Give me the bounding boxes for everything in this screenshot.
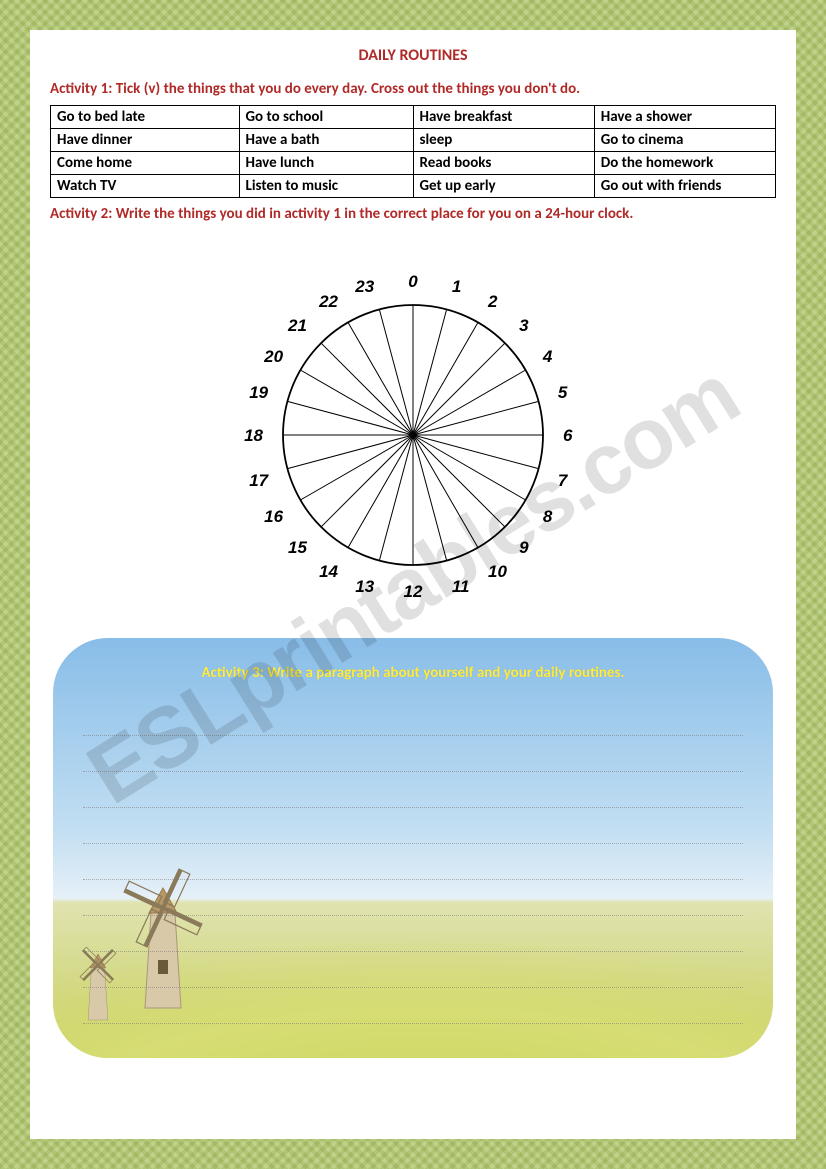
activity2-label: Activity 2: Write the things you did in …	[50, 204, 776, 224]
table-row: Watch TVListen to musicGet up earlyGo ou…	[51, 175, 776, 198]
routine-cell[interactable]: Have lunch	[239, 152, 413, 175]
clock-hour-label: 1	[452, 277, 461, 296]
writing-line[interactable]	[83, 736, 743, 772]
clock-hour-label: 20	[263, 347, 283, 366]
clock-hour-label: 19	[249, 383, 268, 402]
writing-line[interactable]	[83, 880, 743, 916]
clock-hour-label: 22	[318, 292, 338, 311]
routine-cell[interactable]: sleep	[413, 129, 594, 152]
clock-hour-label: 17	[249, 470, 269, 489]
routine-cell[interactable]: Have a bath	[239, 129, 413, 152]
clock-hour-label: 8	[543, 507, 553, 526]
routine-cell[interactable]: Have dinner	[51, 129, 240, 152]
routines-table: Go to bed lateGo to schoolHave breakfast…	[50, 105, 776, 198]
writing-line[interactable]	[83, 772, 743, 808]
writing-line[interactable]	[83, 988, 743, 1024]
clock-hour-label: 11	[452, 576, 470, 595]
writing-line[interactable]	[83, 700, 743, 736]
routine-cell[interactable]: Watch TV	[51, 175, 240, 198]
routine-cell[interactable]: Have a shower	[594, 106, 775, 129]
clock-24h: 01234567891011121314151617181920212223	[233, 253, 593, 613]
clock-hour-label: 10	[488, 561, 507, 580]
routine-cell[interactable]: Get up early	[413, 175, 594, 198]
writing-line[interactable]	[83, 808, 743, 844]
activity3-box: Activity 3: Write a paragraph about your…	[53, 638, 773, 1058]
routine-cell[interactable]: Read books	[413, 152, 594, 175]
routine-cell[interactable]: Listen to music	[239, 175, 413, 198]
clock-hour-label: 7	[558, 470, 569, 489]
clock-hour-label: 14	[319, 561, 338, 580]
page-title: DAILY ROUTINES	[50, 46, 776, 65]
clock-hour-label: 3	[519, 315, 529, 334]
table-row: Go to bed lateGo to schoolHave breakfast…	[51, 106, 776, 129]
writing-line[interactable]	[83, 916, 743, 952]
table-row: Come homeHave lunchRead booksDo the home…	[51, 152, 776, 175]
clock-hour-label: 0	[408, 272, 418, 291]
activity1-label: Activity 1: Tick (v) the things that you…	[50, 79, 776, 99]
routine-cell[interactable]: Go out with friends	[594, 175, 775, 198]
clock-hour-label: 12	[404, 582, 423, 601]
worksheet-page: DAILY ROUTINES Activity 1: Tick (v) the …	[30, 30, 796, 1139]
routine-cell[interactable]: Go to school	[239, 106, 413, 129]
writing-lines	[83, 700, 743, 1024]
clock-hour-label: 4	[542, 347, 553, 366]
clock-hour-label: 13	[355, 576, 374, 595]
routine-cell[interactable]: Do the homework	[594, 152, 775, 175]
clock-hour-label: 23	[354, 277, 374, 296]
clock-hour-label: 18	[244, 426, 263, 445]
clock-hour-label: 6	[563, 426, 573, 445]
writing-line[interactable]	[83, 844, 743, 880]
routine-cell[interactable]: Go to cinema	[594, 129, 775, 152]
routine-cell[interactable]: Go to bed late	[51, 106, 240, 129]
clock-container: 01234567891011121314151617181920212223	[50, 253, 776, 618]
clock-hour-label: 15	[288, 538, 307, 557]
routine-cell[interactable]: Have breakfast	[413, 106, 594, 129]
clock-hour-label: 21	[287, 315, 307, 334]
table-row: Have dinnerHave a bathsleepGo to cinema	[51, 129, 776, 152]
routine-cell[interactable]: Come home	[51, 152, 240, 175]
writing-line[interactable]	[83, 952, 743, 988]
clock-hour-label: 2	[487, 292, 498, 311]
clock-hour-label: 9	[519, 538, 529, 557]
activity3-label: Activity 3: Write a paragraph about your…	[53, 638, 773, 682]
clock-hour-label: 16	[264, 507, 283, 526]
clock-hour-label: 5	[558, 383, 568, 402]
